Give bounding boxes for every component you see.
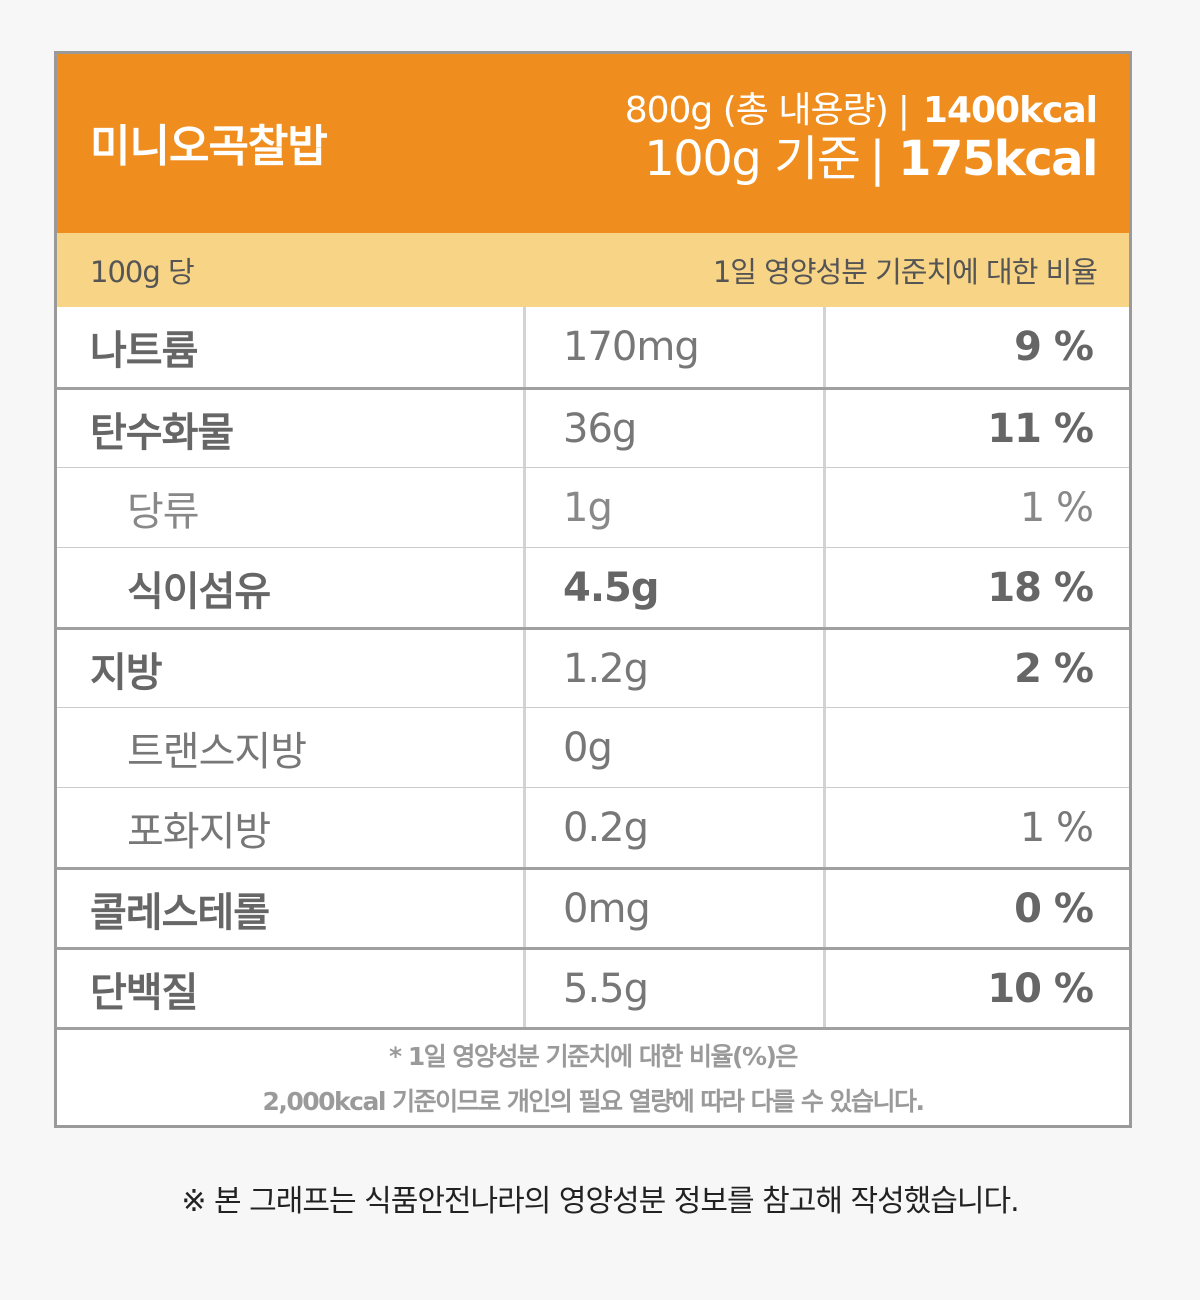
nutrient-name: 트랜스지방 — [57, 708, 526, 787]
nutrient-daily-pct: 1 % — [1019, 804, 1094, 851]
nutrient-amount: 0g — [526, 708, 826, 787]
nutrient-amount: 5.5g — [526, 950, 826, 1027]
per-unit-label: 100g 당 — [90, 255, 195, 289]
nutrient-amount: 1.2g — [526, 630, 826, 707]
nutrient-amount: 0.2g — [526, 788, 826, 867]
nutrient-row-saturated-fat: 포화지방 0.2g 1 % — [57, 787, 1129, 867]
nutrient-row-sodium: 나트륨 170mg 9 % — [57, 307, 1129, 387]
product-title: 미니오곡찰밥 — [90, 120, 328, 172]
nutrient-daily-pct: 18 % — [987, 564, 1094, 611]
total-calories-line: 800g (총 내용량) | 1400kcal — [624, 89, 1098, 131]
nutrient-amount: 170mg — [526, 307, 826, 387]
separator: | — [897, 89, 910, 131]
nutrient-row-cholesterol: 콜레스테롤 0mg 0 % — [57, 867, 1129, 947]
nutrient-row-protein: 단백질 5.5g 10 % — [57, 947, 1129, 1027]
daily-value-label: 1일 영양성분 기준치에 대한 비율 — [712, 255, 1098, 289]
nutrient-name: 식이섬유 — [57, 548, 526, 627]
nutrient-name: 포화지방 — [57, 788, 526, 867]
nutrient-row-fat: 지방 1.2g 2 % — [57, 627, 1129, 707]
nutrient-name: 지방 — [57, 630, 526, 707]
nutrient-daily-pct: 9 % — [1014, 324, 1094, 370]
nutrient-name: 탄수화물 — [57, 390, 526, 467]
nutrient-daily-pct: 2 % — [1014, 645, 1094, 692]
source-note: ※ 본 그래프는 식품안전나라의 영양성분 정보를 참고해 작성했습니다. — [181, 1184, 1019, 1219]
nutrient-amount: 1g — [526, 468, 826, 547]
nutrient-name: 콜레스테롤 — [57, 870, 526, 947]
nutrient-daily-pct: 0 % — [1014, 885, 1094, 932]
nutrient-amount: 0mg — [526, 870, 826, 947]
nutrient-daily-pct: 10 % — [987, 965, 1094, 1012]
nutrient-name: 단백질 — [57, 950, 526, 1027]
nutrient-amount: 4.5g — [526, 548, 826, 627]
nutrient-daily-pct — [826, 708, 1129, 787]
daily-value-footnote: * 1일 영양성분 기준치에 대한 비율(%)은 2,000kcal 기준이므로… — [57, 1027, 1129, 1125]
nutrient-row-trans-fat: 트랜스지방 0g — [57, 707, 1129, 787]
total-kcal: 1400kcal — [922, 89, 1098, 131]
nutrient-daily-pct: 1 % — [1019, 484, 1094, 531]
nutrient-row-sugars: 당류 1g 1 % — [57, 467, 1129, 547]
nutrient-name: 당류 — [57, 468, 526, 547]
nutrient-name: 나트륨 — [57, 307, 526, 387]
nutrient-row-dietary-fiber: 식이섬유 4.5g 18 % — [57, 547, 1129, 627]
product-header: 미니오곡찰밥 800g (총 내용량) | 1400kcal 100g 기준 | 175… — [57, 54, 1129, 233]
column-subheader: 100g 당 1일 영양성분 기준치에 대한 비율 — [57, 233, 1129, 307]
nutrient-amount: 36g — [526, 390, 826, 467]
nutrient-daily-pct: 11 % — [987, 405, 1094, 452]
per-100g-label: 100g 기준 — [644, 130, 861, 187]
footnote-line-1: * 1일 영양성분 기준치에 대한 비율(%)은 — [389, 1041, 798, 1071]
nutrient-row-carbohydrate: 탄수화물 36g 11 % — [57, 387, 1129, 467]
nutrition-facts-card: 미니오곡찰밥 800g (총 내용량) | 1400kcal 100g 기준 | 175… — [54, 51, 1132, 1128]
separator: | — [869, 130, 885, 187]
total-content-label: 800g (총 내용량) — [624, 89, 889, 131]
per-100g-kcal: 175kcal — [898, 130, 1098, 187]
footnote-line-2: 2,000kcal 기준이므로 개인의 필요 열량에 따라 다를 수 있습니다. — [262, 1086, 925, 1116]
calorie-summary: 800g (총 내용량) | 1400kcal 100g 기준 | 175kcal — [624, 89, 1099, 183]
per-100g-calories-line: 100g 기준 | 175kcal — [625, 135, 1098, 183]
